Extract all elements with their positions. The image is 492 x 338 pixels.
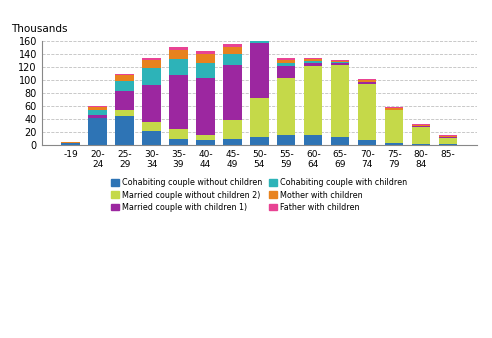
Bar [89, 106, 107, 107]
Bar [142, 122, 161, 131]
Legend: Cohabiting couple without children, Married couple without children 2), Married : Cohabiting couple without children, Marr… [111, 178, 407, 212]
Bar [412, 125, 430, 126]
Bar [142, 57, 161, 60]
Bar [358, 84, 376, 140]
Bar [277, 78, 296, 135]
Bar [277, 135, 296, 145]
Bar [358, 82, 376, 84]
Bar [385, 107, 403, 108]
Bar [385, 110, 403, 111]
Bar [196, 51, 215, 54]
Bar [412, 126, 430, 127]
Bar [223, 139, 242, 145]
Bar [223, 54, 242, 65]
Bar [196, 140, 215, 145]
Bar [116, 116, 134, 145]
Bar [142, 68, 161, 85]
Bar [439, 137, 457, 138]
Bar [142, 60, 161, 68]
Bar [304, 61, 322, 63]
Bar [223, 44, 242, 47]
Bar [439, 138, 457, 144]
Bar [331, 64, 349, 66]
Bar [250, 98, 269, 137]
Bar [196, 54, 215, 63]
Bar [250, 137, 269, 145]
Bar [223, 65, 242, 120]
Bar [250, 24, 269, 31]
Bar [169, 47, 187, 50]
Bar [277, 59, 296, 63]
Bar [331, 61, 349, 62]
Bar [142, 85, 161, 122]
Bar [89, 111, 107, 115]
Bar [385, 111, 403, 143]
Bar [331, 137, 349, 145]
Bar [277, 66, 296, 78]
Bar [412, 127, 430, 144]
Bar [439, 144, 457, 145]
Bar [304, 66, 322, 135]
Bar [62, 142, 80, 143]
Bar [439, 136, 457, 137]
Bar [196, 63, 215, 78]
Bar [304, 135, 322, 145]
Bar [385, 108, 403, 110]
Bar [116, 110, 134, 116]
Bar [116, 81, 134, 91]
Text: Thousands: Thousands [11, 24, 68, 34]
Bar [304, 57, 322, 59]
Bar [223, 120, 242, 139]
Bar [358, 140, 376, 145]
Bar [89, 107, 107, 111]
Bar [277, 58, 296, 59]
Bar [169, 139, 187, 145]
Bar [277, 63, 296, 66]
Bar [89, 118, 107, 145]
Bar [385, 143, 403, 145]
Bar [116, 91, 134, 110]
Bar [116, 74, 134, 75]
Bar [142, 131, 161, 145]
Bar [250, 21, 269, 24]
Bar [331, 59, 349, 61]
Bar [89, 115, 107, 118]
Bar [169, 129, 187, 139]
Bar [169, 50, 187, 59]
Bar [250, 43, 269, 98]
Bar [412, 144, 430, 145]
Bar [62, 143, 80, 145]
Bar [304, 63, 322, 66]
Bar [358, 79, 376, 80]
Bar [304, 59, 322, 61]
Bar [331, 62, 349, 64]
Bar [331, 66, 349, 137]
Bar [116, 75, 134, 81]
Bar [169, 75, 187, 129]
Bar [358, 80, 376, 82]
Bar [412, 124, 430, 125]
Bar [250, 31, 269, 43]
Bar [196, 78, 215, 135]
Bar [169, 59, 187, 75]
Bar [439, 135, 457, 136]
Bar [223, 47, 242, 54]
Bar [196, 135, 215, 140]
